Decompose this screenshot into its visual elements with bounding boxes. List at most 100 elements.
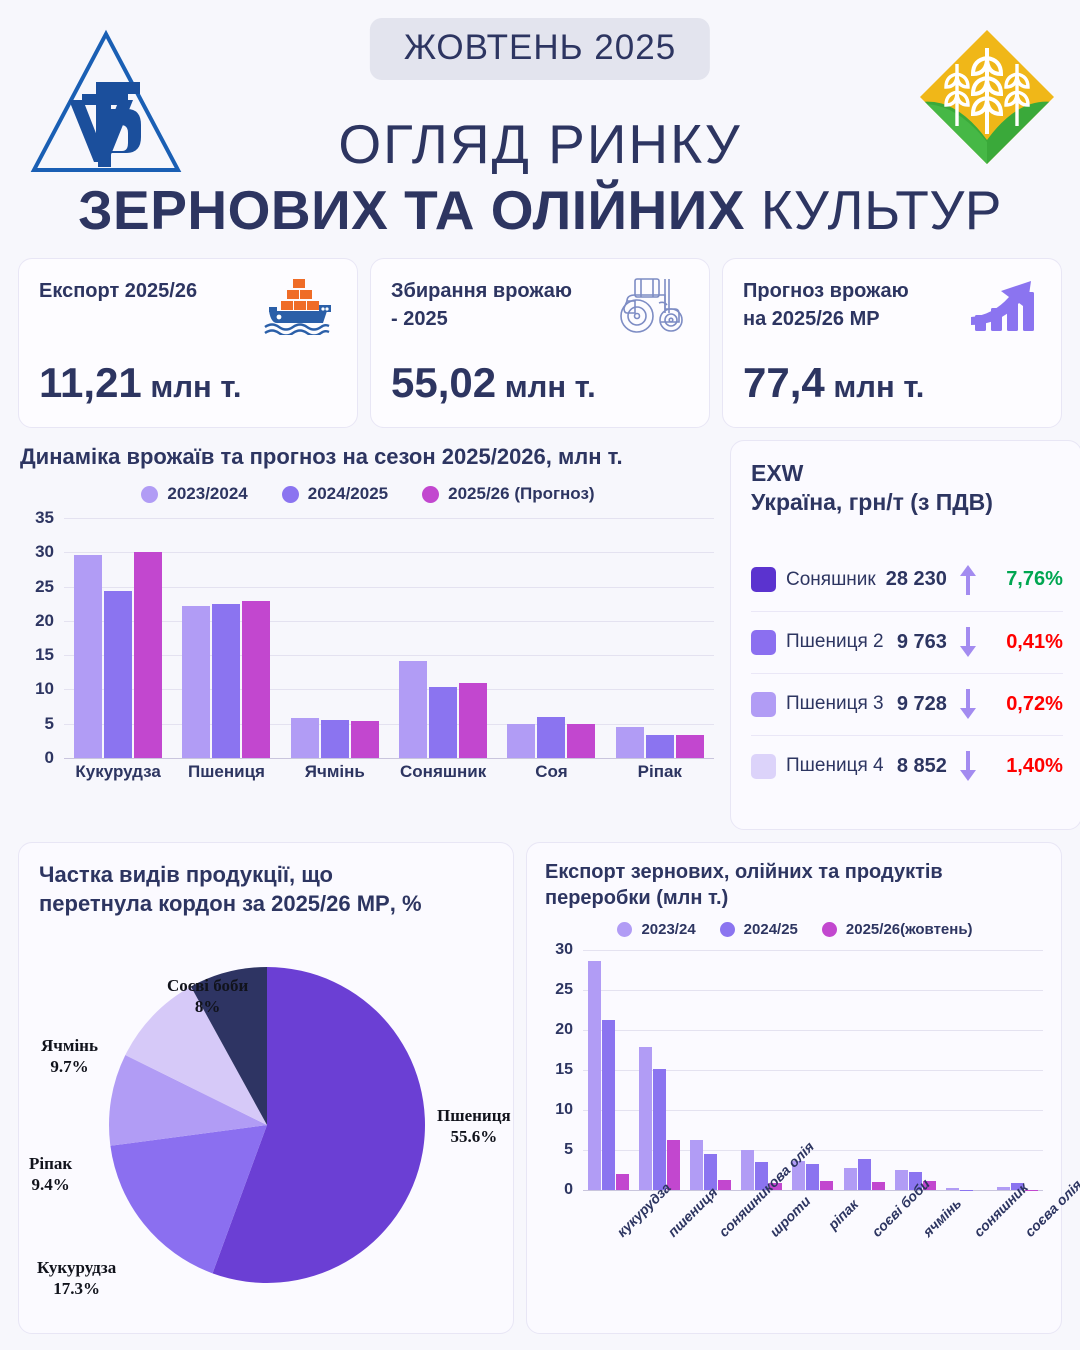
pie-label-name: Ячмінь [41,1036,98,1055]
bar [134,552,163,758]
pie-slice [109,1055,268,1146]
bar [871,1182,885,1190]
gridline [64,655,714,657]
bar [588,961,602,1190]
arrow-down-icon [959,687,977,721]
y-axis-tick: 15 [555,1061,573,1078]
pie-chart-svg [109,967,425,1283]
bar [639,1046,653,1190]
export-chart-title: Експорт зернових, олійних та продуктів п… [545,859,1045,911]
bar-group [507,518,596,758]
middle-row: Динаміка врожаїв та прогноз на сезон 202… [0,428,1080,830]
tractor-icon [613,273,689,335]
export-x-labels: кукурудза пшениця соняшникова олія шроти ріп… [583,1138,1080,1239]
x-axis-label: Соняшник [400,762,487,781]
bar [718,1180,732,1190]
bar-group [843,950,885,1190]
bar-group [639,950,681,1190]
bar [922,1181,936,1190]
pie-slice [190,967,267,1125]
y-axis-tick: 20 [555,1021,573,1038]
harvest-title-tail: , млн т. [545,444,623,469]
page-header: ЖОВТЕНЬ 2025 ОГЛЯД РИНКУ ЗЕРНОВИХ ТА ОЛІ… [0,0,1080,252]
export-title-line2: переробки (млн т.) [545,887,729,909]
x-axis-label: соєві боби [868,1175,933,1240]
exw-price-row: Пшениця 2 9 763 0,41% [751,610,1063,673]
harvest-value-unit: млн т. [496,369,596,404]
harvest-chart-title: Динаміка врожаїв та прогноз на сезон 202… [18,440,718,470]
legend-item: 2024/25 [719,921,798,938]
x-axis-label: шроти [766,1192,814,1240]
y-axis-tick: 25 [555,981,573,998]
bar-group [996,950,1038,1190]
x-axis-label: Ріпак [637,762,682,781]
bar-group [792,950,834,1190]
y-axis-tick: 0 [564,1181,573,1198]
exw-change-percent: 0,41% [1006,630,1063,653]
pie-label-value: 9.4% [31,1175,70,1195]
bar [908,1171,922,1190]
harvest-y-axis: 35 30 25 20 15 10 5 0 [18,508,62,767]
pie-label-value: 8% [194,997,221,1017]
stat-card-forecast-value: 77,4 млн т. [743,359,924,407]
exw-title-line2: Україна, грн/т (з ПДВ) [751,488,993,515]
y-axis-tick: 15 [35,645,54,665]
bar [567,724,596,758]
legend-swatch-icon [821,922,837,937]
exw-change-percent: 1,40% [1006,754,1063,777]
bar [675,735,704,758]
legend-label: 2023/2024 [167,484,248,503]
exw-price-value: 9 728 [896,692,947,715]
stat-card-harvest-label: Збирання врожаю - 2025 [391,280,572,330]
gridline [64,723,714,725]
bar [537,716,566,758]
bar [820,1181,834,1190]
bar [857,1158,871,1190]
bar [806,1164,820,1190]
exw-color-swatch-icon [751,567,776,592]
legend-label: 2024/2025 [307,484,389,503]
export-chart-panel: Експорт зернових, олійних та продуктів п… [526,842,1080,1334]
stat-card-harvest: Збирання врожаю - 2025 [370,258,710,428]
pie-title-plain: перетнула кордон за [39,890,272,916]
page-title-line1: ОГЛЯД РИНКУ [338,113,742,175]
ubu-logo [26,22,186,182]
arrow-up-icon [959,563,977,597]
exw-change-percent: 0,72% [1006,692,1063,715]
bar-group [945,950,987,1190]
exw-commodity-name: Пшениця 4 [786,755,884,776]
stat-cards: Експорт 2025/26 [0,252,1080,428]
harvest-value-number: 55,02 [391,359,497,406]
harvest-title-plain: Динаміка врожаїв та прогноз на сезон [20,444,442,469]
exw-change-percent: 7,76% [1006,568,1063,590]
bar [653,1069,667,1190]
legend-item: 2023/2024 [141,484,248,504]
forecast-value-unit: млн т. [824,369,925,404]
pie-slice-label: Пшениця 55.6% [437,1105,511,1148]
exw-commodity-name: Соняшник [786,568,876,590]
export-value-unit: млн т. [141,369,242,404]
exw-price-row: Соняшник 28 230 7,76% [751,549,1063,611]
bar [755,1162,769,1190]
bar [1010,1183,1024,1190]
legend-label: 2025/26 (Прогноз) [448,484,595,503]
bar [602,1020,616,1190]
gridline [64,689,714,691]
bar [459,683,488,758]
bar [645,734,674,758]
bar [615,727,644,758]
legend-swatch-icon [281,485,299,503]
exw-price-value: 9 763 [896,630,947,653]
gridline [64,552,714,554]
gridline [583,1030,1043,1031]
bottom-row: Частка видів продукції, що перетнула кор… [0,830,1080,1334]
stat-card-harvest-value: 55,02 млн т. [391,359,596,407]
harvest-bars [64,518,714,758]
y-axis-tick: 35 [35,508,54,527]
bar [945,1188,959,1190]
stat-card-export-label: Експорт 2025/26 [39,280,198,302]
y-axis-tick: 30 [555,941,573,958]
bar [769,1182,783,1190]
y-axis-tick: 10 [555,1101,573,1118]
exw-panel-title: EXW Україна, грн/т (з ПДВ) [751,459,1063,517]
